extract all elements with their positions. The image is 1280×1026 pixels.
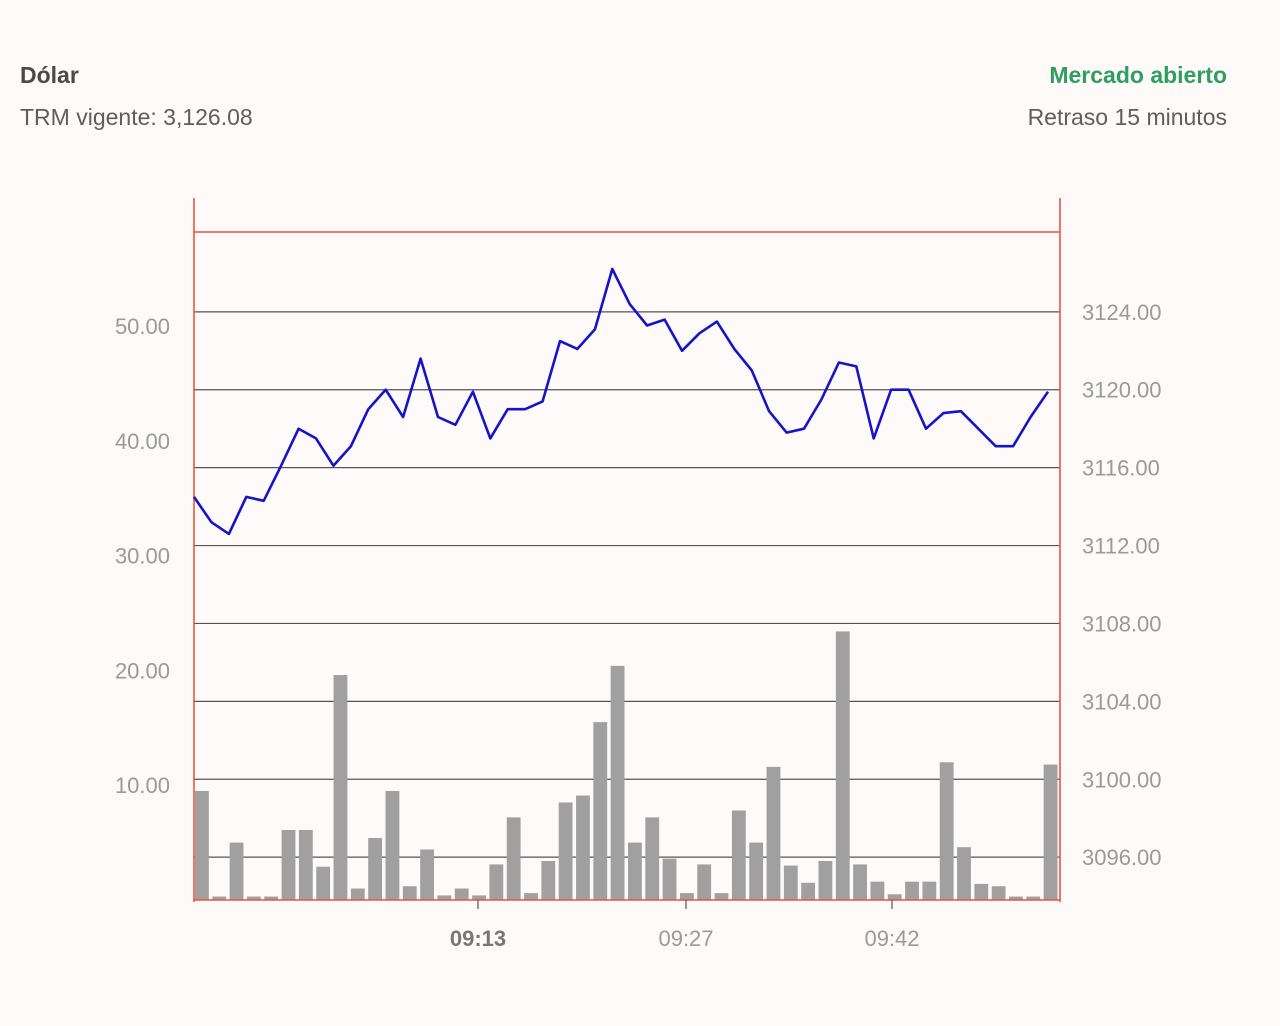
volume-bar [766, 766, 781, 900]
instrument-title: Dólar [20, 62, 79, 88]
volume-bar [195, 790, 209, 900]
left-axis-tick-label: 50.00 [115, 314, 170, 339]
volume-bar [368, 838, 383, 900]
volume-bar [974, 883, 989, 900]
market-status: Mercado abierto [1049, 62, 1227, 88]
volume-bar [835, 631, 850, 900]
volume-bar [576, 795, 590, 900]
x-axis-tick-label: 09:13 [450, 926, 506, 951]
volume-bar [731, 810, 746, 900]
volume-bar [437, 895, 452, 900]
volume-bar [524, 893, 538, 900]
volume-bar [212, 896, 227, 900]
volume-bar [679, 893, 694, 900]
right-axis-tick-label: 3104.00 [1082, 689, 1162, 714]
volume-bar [454, 888, 469, 900]
volume-bar [298, 829, 313, 900]
volume-bar [541, 860, 556, 900]
volume-bar [853, 864, 867, 900]
volume-bar [662, 858, 677, 900]
volume-bar [783, 865, 798, 900]
volume-bar [714, 893, 729, 900]
volume-bar [558, 802, 573, 900]
left-axis-tick-label: 30.00 [115, 544, 170, 569]
volume-bar [229, 842, 244, 900]
left-axis-tick-label: 10.00 [115, 773, 170, 798]
volume-bar [246, 896, 261, 900]
volume-bar [697, 864, 712, 900]
left-axis-tick-label: 20.00 [115, 658, 170, 683]
volume-bar [628, 842, 642, 900]
trm-value: TRM vigente: 3,126.08 [20, 104, 253, 130]
left-axis-tick-label: 40.00 [115, 429, 170, 454]
volume-bar [610, 665, 625, 900]
volume-bar [472, 895, 486, 900]
right-axis-tick-label: 3116.00 [1082, 456, 1160, 481]
volume-bar [333, 675, 348, 900]
volume-bar [420, 849, 434, 900]
volume-bar [1026, 896, 1041, 900]
right-axis-tick-label: 3112.00 [1082, 534, 1160, 559]
volume-bar [645, 817, 660, 900]
volume-bar [887, 894, 902, 900]
x-axis-tick-label: 09:27 [658, 926, 713, 951]
volume-bar [801, 882, 816, 900]
price-line [192, 267, 1050, 536]
market-status-panel: Mercado abierto Retraso 15 minutos [1028, 60, 1227, 132]
volume-bar [281, 829, 296, 900]
volume-bar [489, 864, 504, 900]
volume-bar [506, 817, 521, 900]
right-axis-tick-label: 3100.00 [1082, 767, 1162, 792]
right-axis-tick-label: 3120.00 [1082, 378, 1162, 403]
volume-bar [593, 722, 608, 900]
volume-bar [316, 866, 331, 900]
delay-notice: Retraso 15 minutos [1027, 104, 1227, 130]
right-axis-tick-label: 3108.00 [1082, 611, 1162, 636]
right-axis-tick-label: 3096.00 [1082, 845, 1162, 870]
x-axis-tick-label: 09:42 [864, 926, 919, 951]
volume-bar [264, 896, 279, 900]
volume-bar [818, 860, 833, 900]
volume-bar [1043, 764, 1058, 900]
right-axis-tick-label: 3124.00 [1082, 300, 1162, 325]
volume-bar [402, 886, 417, 900]
volume-bar [991, 886, 1006, 900]
volume-bar [749, 842, 764, 900]
volume-bar [905, 881, 919, 900]
volume-bar [957, 847, 971, 900]
instrument-header: Dólar TRM vigente: 3,126.08 [20, 60, 253, 132]
volume-bar [922, 881, 937, 900]
volume-bar [385, 790, 400, 900]
volume-bar [870, 881, 885, 900]
volume-bar [350, 888, 365, 900]
volume-bar [939, 762, 954, 900]
volume-bar [1009, 896, 1023, 900]
